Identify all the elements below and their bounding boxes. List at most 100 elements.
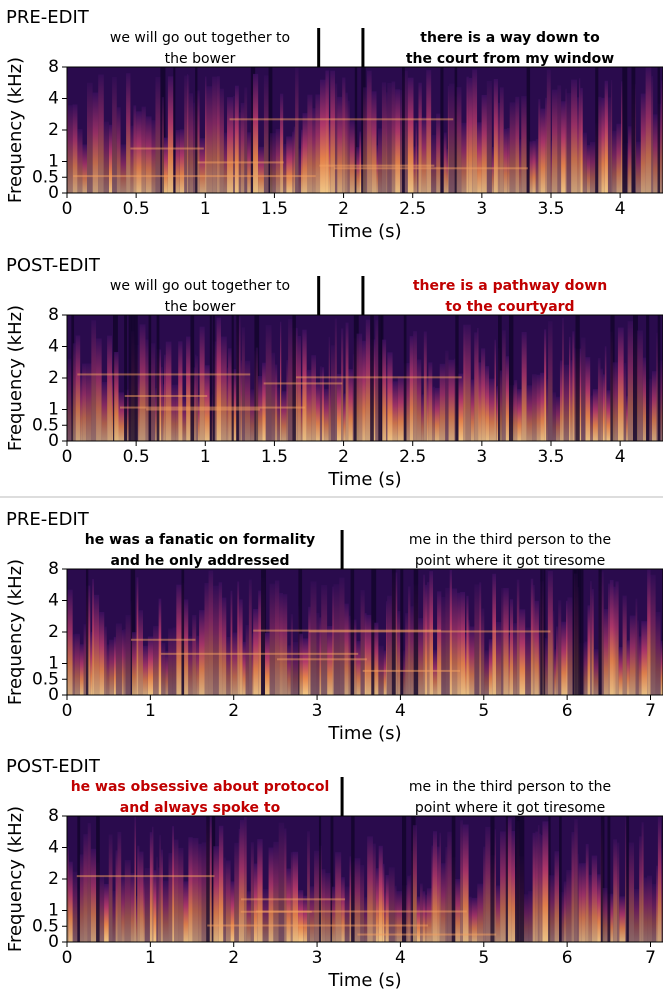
spectrogram-frame [647, 569, 651, 695]
harmonic [296, 376, 462, 379]
spectrogram-gap [268, 67, 273, 193]
spectrogram-frame [330, 70, 335, 193]
spectrogram-frame [74, 633, 80, 695]
x-tick-label: 4 [395, 701, 406, 721]
spectrogram-frame [121, 876, 125, 942]
spectrogram-frame [163, 137, 168, 193]
spectrogram-frame [195, 354, 197, 441]
spectrogram-frame [559, 360, 563, 441]
spectrogram-frame [275, 128, 281, 193]
spectrogram-frame [425, 894, 427, 942]
spectrogram-gap [454, 67, 458, 193]
spectrogram-gap [236, 315, 239, 441]
spectrogram-frame [274, 580, 280, 695]
spectrogram-frame [298, 148, 302, 193]
spectrogram-frame [621, 81, 623, 193]
spectrogram-frame [234, 842, 239, 942]
spectrogram-frame [600, 368, 603, 441]
spectrogram-frame [449, 83, 455, 193]
spectrogram-frame [641, 822, 644, 942]
spectrogram-frame [341, 877, 345, 942]
spectrogram-frame [188, 636, 193, 695]
spectrogram-frame [638, 636, 642, 695]
harmonic [130, 638, 196, 641]
y-tick-label: 2 [48, 869, 59, 889]
x-tick-label: 1 [145, 948, 156, 968]
spectrogram-frame [515, 96, 520, 193]
spectrogram-gap [508, 315, 514, 441]
harmonic [160, 652, 359, 655]
spectrogram-frame [454, 358, 456, 441]
spectrogram-frame [606, 390, 611, 441]
spectrogram-frame [324, 388, 329, 441]
spectrogram-frame [226, 636, 231, 695]
spectrogram-frame [167, 76, 174, 193]
annotation: and he only addressed [110, 553, 289, 569]
spectrogram-frame [292, 131, 294, 193]
spectrogram-frame [499, 370, 503, 441]
y-tick-label: 8 [48, 806, 59, 826]
spectrogram-frame [626, 640, 630, 695]
spectrogram-frame [469, 626, 475, 695]
spectrogram-frame [103, 121, 109, 193]
spectrogram-frame [471, 897, 478, 942]
spectrogram-gap [440, 67, 444, 193]
spectrogram-frame [628, 842, 635, 942]
spectrogram-frame [174, 839, 179, 942]
spectrogram-frame [477, 328, 479, 441]
spectrogram-frame [556, 396, 560, 441]
panel-title: POST-EDIT [6, 756, 101, 777]
spectrogram-frame [544, 329, 547, 441]
spectrogram-frame [265, 632, 270, 695]
spectrogram-gap [351, 816, 355, 942]
spectrogram-frame [277, 387, 281, 441]
spectrogram-frame [439, 832, 441, 942]
spectrogram-frame [206, 86, 213, 193]
spectrogram-frame [535, 138, 539, 193]
spectrogram-frame [499, 87, 504, 193]
spectrogram-frame [651, 76, 654, 193]
spectrogram-frame [656, 865, 658, 942]
spectrogram-frame [580, 87, 583, 193]
spectrogram-frame [168, 853, 173, 942]
spectrogram-frame [532, 140, 536, 193]
annotation: the bower [165, 299, 236, 315]
spectrogram-frame [334, 83, 338, 193]
spectrogram-frame [92, 92, 99, 193]
spectrogram-gap [633, 315, 638, 441]
spectrogram-frame [539, 833, 541, 942]
spectrogram-frame [198, 394, 200, 441]
spectrogram-frame [509, 102, 516, 193]
spectrogram-frame [558, 600, 562, 695]
spectrogram-frame [184, 599, 189, 695]
spectrogram-frame [610, 80, 613, 193]
spectrogram-frame [597, 874, 601, 942]
spectrogram-frame [468, 77, 473, 193]
spectrogram-frame [567, 597, 573, 695]
spectrogram-frame [587, 605, 591, 695]
spectrogram-frame [115, 850, 118, 942]
spectrogram-frame [576, 97, 580, 193]
spectrogram-frame [465, 633, 467, 695]
spectrogram-frame [184, 75, 188, 193]
spectrogram-frame [255, 347, 259, 441]
spectrogram-gap [600, 816, 605, 942]
spectrogram-frame [309, 886, 315, 942]
spectrogram-frame [171, 384, 176, 441]
spectrogram-frame [604, 80, 608, 193]
y-tick-label: 1 [48, 901, 59, 921]
spectrogram-frame [572, 331, 575, 441]
spectrogram [67, 67, 663, 193]
spectrogram-frame [579, 78, 581, 193]
spectrogram-gap [190, 315, 195, 441]
spectrogram-frame [440, 863, 446, 942]
spectrogram-frame [235, 85, 239, 193]
spectrogram-frame [196, 635, 200, 695]
spectrogram-frame [639, 836, 642, 942]
spectrogram-gap [212, 315, 215, 441]
x-tick-label: 3.5 [537, 199, 564, 219]
spectrogram-frame [537, 825, 540, 942]
spectrogram-frame [162, 384, 165, 441]
spectrogram-gap [128, 315, 132, 441]
spectrogram-gap [595, 67, 599, 193]
